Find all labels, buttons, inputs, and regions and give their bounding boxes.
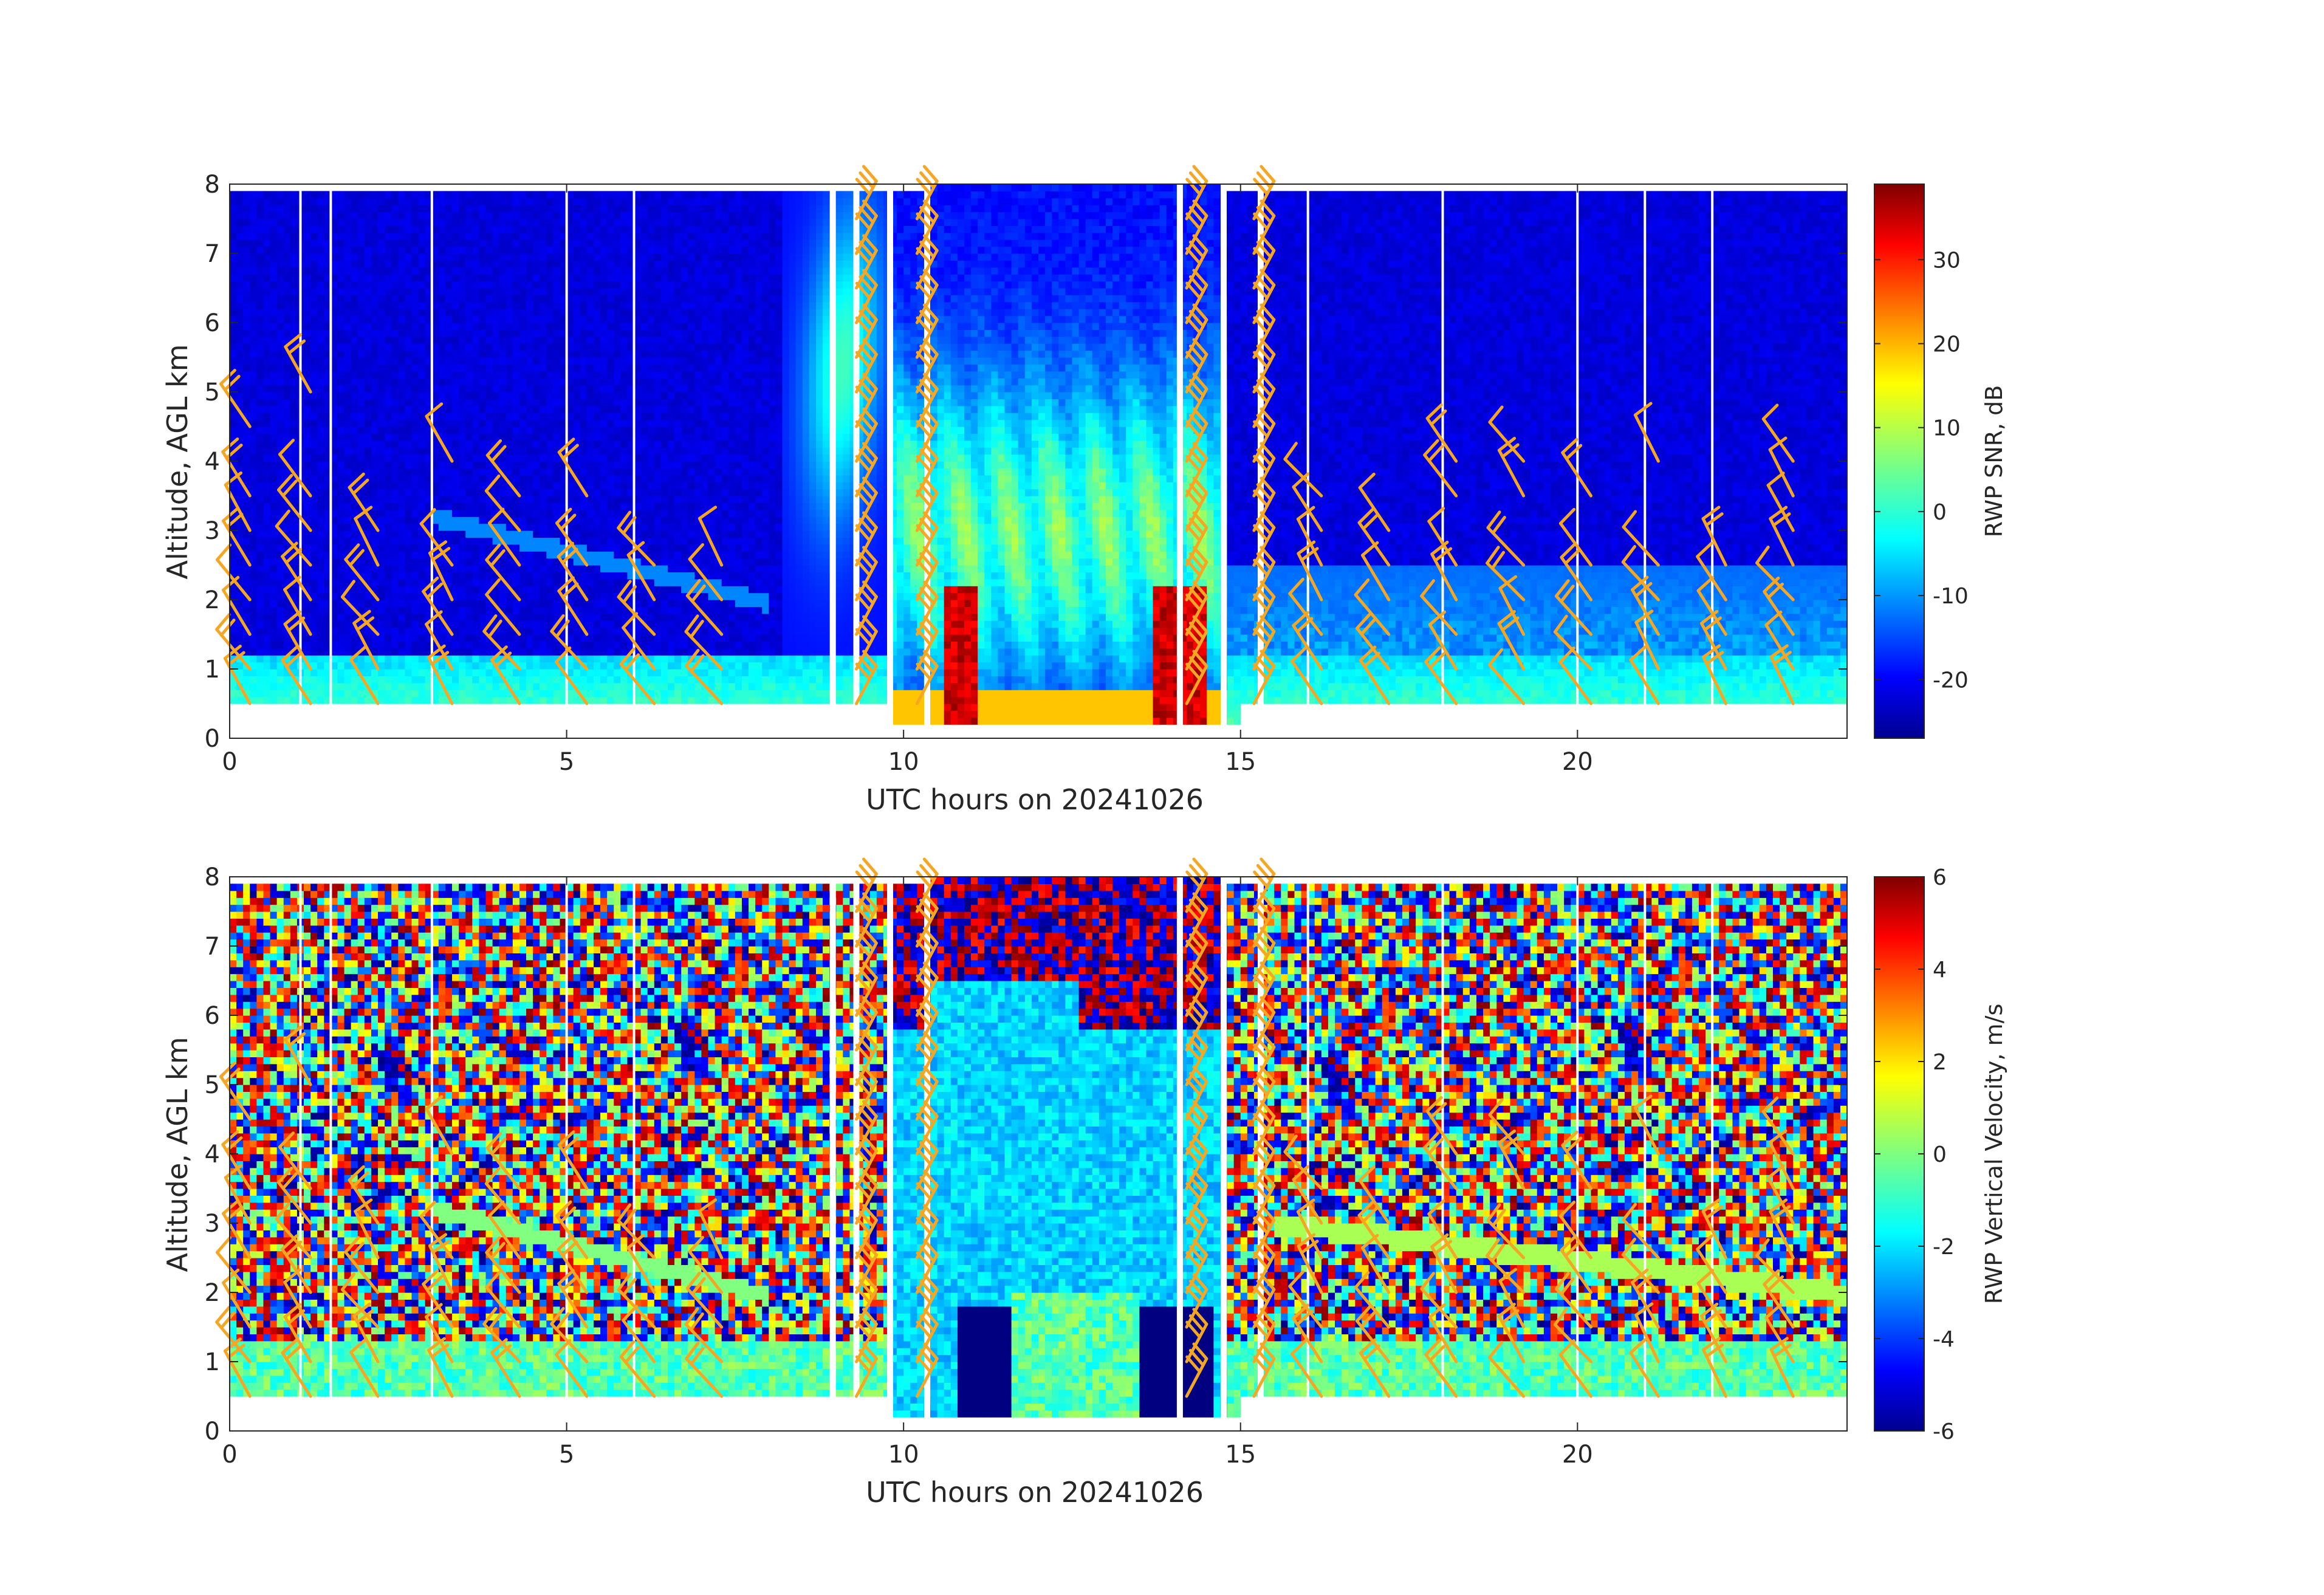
vv-heatmap xyxy=(230,877,1848,1418)
y-tick-label: 7 xyxy=(205,933,220,961)
x-tick-label: 15 xyxy=(1225,1441,1256,1469)
x-tick-label: 0 xyxy=(222,748,237,776)
y-tick-label: 8 xyxy=(205,863,220,891)
colorbar-tick-label: -6 xyxy=(1933,1419,1955,1444)
colorbar-tick-label: 6 xyxy=(1933,865,1947,890)
data-gap-column xyxy=(1221,184,1227,738)
y-tick-label: 4 xyxy=(205,1141,220,1168)
x-tick-label: 5 xyxy=(559,1441,574,1469)
y-tick-label: 4 xyxy=(205,448,220,476)
data-gap-column xyxy=(830,877,836,1431)
colorbar-tick-label: -4 xyxy=(1933,1327,1955,1352)
data-gap-column xyxy=(887,877,893,1431)
colorbar-tick-label: -2 xyxy=(1933,1235,1955,1260)
colorbar-tick-label: 4 xyxy=(1933,958,1947,983)
y-tick-label: 2 xyxy=(205,1279,220,1307)
x-tick-label: 0 xyxy=(222,1441,237,1469)
snr-y-axis-label: Altitude, AGL km xyxy=(161,344,194,579)
y-tick-label: 5 xyxy=(205,1071,220,1099)
colorbar-tick-label: 2 xyxy=(1933,1050,1947,1075)
colorbar-tick-label: -20 xyxy=(1933,668,1969,693)
y-tick-label: 1 xyxy=(205,1348,220,1376)
y-tick-label: 0 xyxy=(205,1418,220,1446)
data-gap-column xyxy=(1644,184,1646,738)
x-tick-label: 10 xyxy=(888,1441,919,1469)
colorbar-tick-label: 0 xyxy=(1933,500,1947,525)
data-gap-column xyxy=(887,184,893,738)
y-tick-label: 1 xyxy=(205,656,220,684)
x-tick-label: 20 xyxy=(1562,748,1593,776)
x-tick-label: 15 xyxy=(1225,748,1256,776)
snr-colorbar xyxy=(1874,184,1924,738)
x-tick-label: 5 xyxy=(559,748,574,776)
data-gap-column xyxy=(1711,877,1713,1431)
data-gap-column xyxy=(1644,877,1646,1431)
snr-colorbar-label: RWP SNR, dB xyxy=(1981,385,2007,538)
colorbar-tick-label: 10 xyxy=(1933,416,1961,441)
data-gap-column xyxy=(633,877,636,1431)
y-tick-label: 2 xyxy=(205,586,220,614)
colorbar-tick-label: 0 xyxy=(1933,1142,1947,1167)
data-gap-column xyxy=(633,184,636,738)
vv-x-axis-label: UTC hours on 20241026 xyxy=(866,1476,1204,1509)
vv-y-axis-label: Altitude, AGL km xyxy=(161,1037,194,1272)
y-tick-label: 6 xyxy=(205,309,220,337)
y-tick-label: 8 xyxy=(205,171,220,199)
y-tick-label: 5 xyxy=(205,379,220,406)
data-gap-column xyxy=(1221,877,1227,1431)
snr-x-axis-label: UTC hours on 20241026 xyxy=(866,783,1204,816)
data-gap-column xyxy=(1307,877,1309,1431)
vv-colorbar xyxy=(1874,877,1924,1431)
data-gap-column xyxy=(1307,184,1309,738)
y-tick-label: 3 xyxy=(205,517,220,545)
y-tick-label: 6 xyxy=(205,1002,220,1030)
data-gap-column xyxy=(1711,184,1713,738)
data-gap-column xyxy=(329,184,332,738)
data-gap-column xyxy=(329,877,332,1431)
x-tick-label: 20 xyxy=(1562,1441,1593,1469)
data-gap-column xyxy=(1177,877,1183,1431)
x-tick-label: 10 xyxy=(888,748,919,776)
y-tick-label: 3 xyxy=(205,1210,220,1238)
snr-heatmap xyxy=(230,184,1848,725)
colorbar-tick-label: -10 xyxy=(1933,584,1969,609)
y-tick-label: 7 xyxy=(205,240,220,268)
colorbar-tick-label: 30 xyxy=(1933,248,1961,273)
data-gap-column xyxy=(830,184,836,738)
y-tick-label: 0 xyxy=(205,725,220,753)
data-gap-column xyxy=(1177,184,1183,738)
colorbar-tick-label: 20 xyxy=(1933,332,1961,357)
vv-colorbar-label: RWP Vertical Velocity, m/s xyxy=(1981,1004,2007,1305)
